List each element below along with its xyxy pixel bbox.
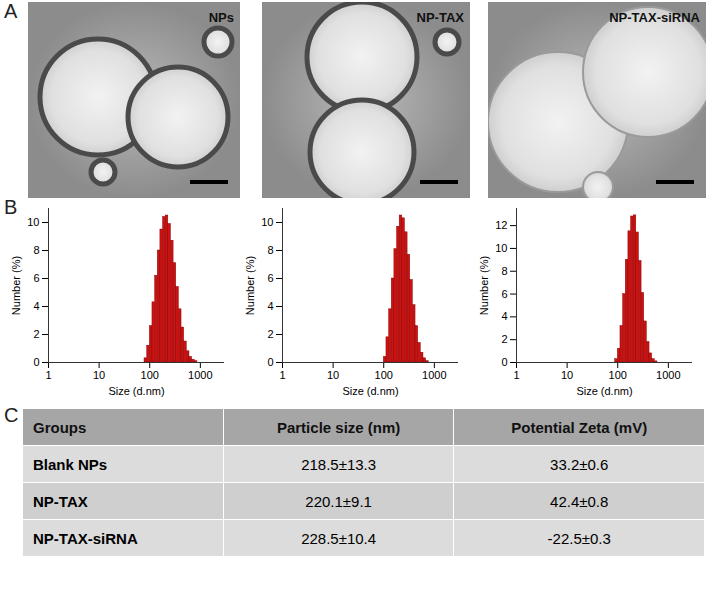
svg-text:Number (%): Number (%)	[478, 256, 490, 315]
svg-text:1: 1	[279, 369, 285, 381]
svg-text:10: 10	[261, 216, 273, 228]
svg-text:10: 10	[93, 369, 105, 381]
svg-text:100: 100	[375, 369, 393, 381]
svg-text:4: 4	[267, 300, 273, 312]
svg-text:1000: 1000	[422, 369, 446, 381]
html-text:B: B	[4, 196, 18, 218]
svg-text:100: 100	[609, 369, 627, 381]
svg-text:8: 8	[501, 265, 507, 277]
svg-text:100: 100	[141, 369, 159, 381]
svg-text:NPs: NPs	[209, 10, 234, 25]
svg-text:6: 6	[267, 272, 273, 284]
svg-text:8: 8	[33, 244, 39, 256]
html-text:220.1±9.1: 220.1±9.1	[305, 492, 372, 510]
svg-text:2: 2	[267, 328, 273, 340]
svg-text:Number (%): Number (%)	[10, 256, 22, 315]
html-text:C: C	[4, 404, 19, 426]
html-text:Potential Zeta (mV): Potential Zeta (mV)	[511, 418, 648, 436]
svg-text:2: 2	[501, 333, 507, 345]
html-text:NP-TAX: NP-TAX	[33, 492, 88, 510]
svg-text:0: 0	[267, 356, 273, 368]
html-text:NP-TAX-siRNA: NP-TAX-siRNA	[33, 529, 138, 547]
svg-text:6: 6	[33, 272, 39, 284]
svg-text:4: 4	[33, 300, 39, 312]
svg-text:1000: 1000	[656, 369, 680, 381]
html-text:A: A	[4, 0, 18, 22]
html-text:Particle size (nm): Particle size (nm)	[276, 418, 401, 436]
svg-text:10: 10	[561, 369, 573, 381]
svg-text:Size (d.nm): Size (d.nm)	[108, 385, 164, 397]
html-text:218.5±13.3: 218.5±13.3	[301, 455, 377, 473]
html-text:33.2±0.6: 33.2±0.6	[550, 455, 609, 473]
svg-text:2: 2	[33, 328, 39, 340]
svg-text:1000: 1000	[188, 369, 212, 381]
html-text:Blank NPs: Blank NPs	[33, 455, 108, 473]
svg-text:0: 0	[33, 356, 39, 368]
html-text:228.5±10.4: 228.5±10.4	[301, 529, 377, 547]
svg-text:Size (d.nm): Size (d.nm)	[342, 385, 398, 397]
svg-text:6: 6	[501, 288, 507, 300]
svg-text:0: 0	[501, 356, 507, 368]
svg-text:4: 4	[501, 310, 507, 322]
html-text:42.4±0.8: 42.4±0.8	[550, 492, 609, 510]
svg-text:NP-TAX: NP-TAX	[417, 10, 465, 25]
svg-text:10: 10	[495, 242, 507, 254]
svg-text:Number (%): Number (%)	[244, 256, 256, 315]
svg-text:1: 1	[45, 369, 51, 381]
svg-text:1: 1	[513, 369, 519, 381]
svg-text:NP-TAX-siRNA: NP-TAX-siRNA	[609, 10, 700, 25]
svg-text:10: 10	[327, 369, 339, 381]
svg-text:10: 10	[27, 216, 39, 228]
svg-text:Size (d.nm): Size (d.nm)	[576, 385, 632, 397]
html-text:-22.5±0.3: -22.5±0.3	[547, 529, 611, 547]
svg-text:8: 8	[267, 244, 273, 256]
html-text:Groups: Groups	[33, 418, 87, 436]
svg-text:12: 12	[495, 219, 507, 231]
